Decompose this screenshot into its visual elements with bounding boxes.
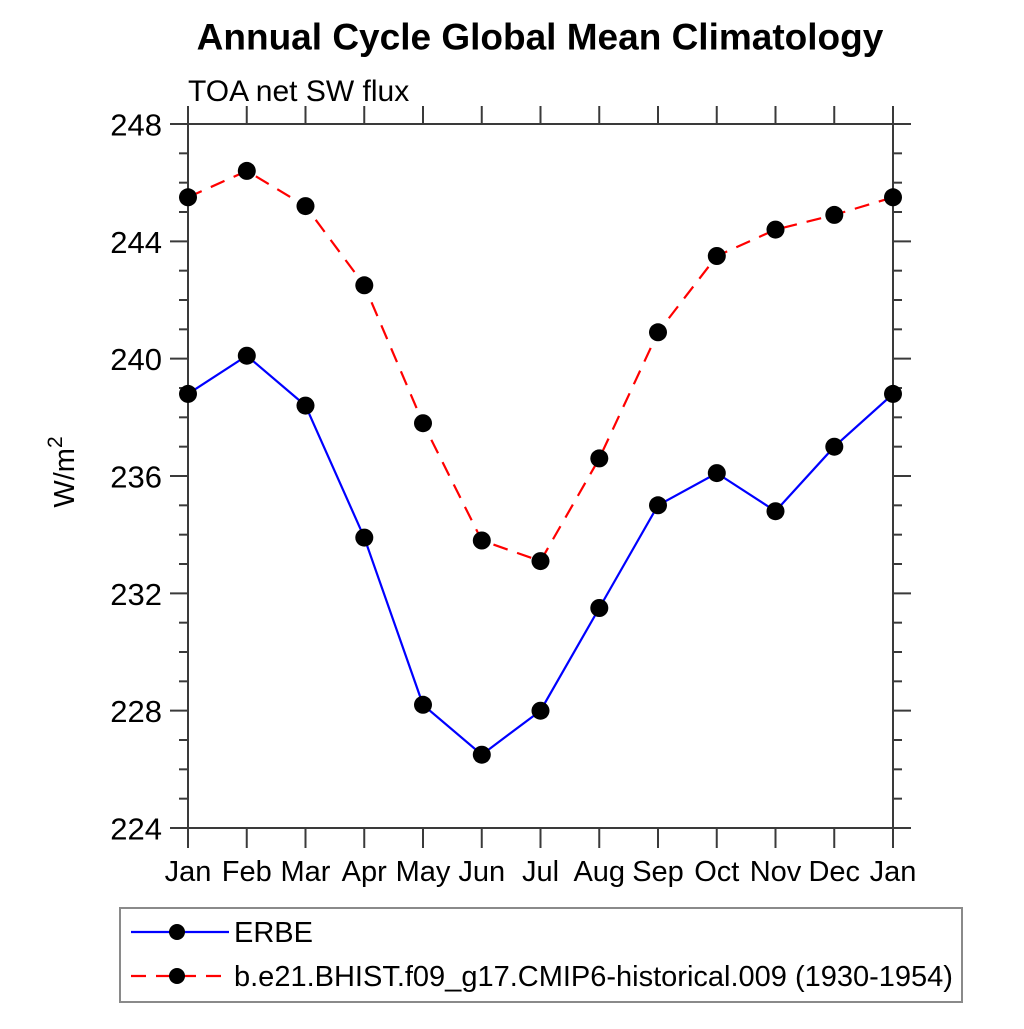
y-axis-label-superscript: 2 [44,436,67,448]
data-point-marker-1 [414,414,432,433]
chart-title: Annual Cycle Global Mean Climatology [197,17,884,58]
legend-sample-marker-model [169,968,185,984]
y-axis-label-base: W/m [49,448,81,508]
data-point-marker-1 [355,276,374,295]
legend-label-model: b.e21.BHIST.f09_g17.CMIP6-historical.009… [234,961,953,993]
legend-box [119,907,963,1003]
data-point-marker-1 [590,449,609,468]
y-tick-label: 236 [110,460,162,495]
x-tick-label: Nov [750,856,802,888]
x-tick-label: Jan [165,856,212,888]
series-line-1 [187,169,894,563]
plot-frame [187,123,894,829]
data-point-marker-1 [237,161,256,180]
y-tick-label: 228 [110,694,162,729]
y-tick-label: 232 [110,577,162,612]
data-point-marker-0 [472,745,491,764]
legend-sample-marker-erbe [169,924,185,940]
y-tick-label: 248 [110,108,162,143]
data-point-marker-1 [296,197,315,216]
x-tick-label: Apr [342,856,387,888]
x-tick-label: Jun [458,856,505,888]
x-tick-label: Feb [222,856,272,888]
data-point-marker-1 [825,205,844,224]
data-point-marker-0 [355,528,374,547]
data-point-marker-1 [766,220,785,239]
y-tick-label: 224 [110,812,162,847]
x-tick-label: Oct [694,856,739,888]
data-point-marker-1 [707,247,726,265]
data-point-marker-0 [707,464,726,483]
data-point-marker-1 [884,188,902,207]
data-point-marker-0 [296,396,315,415]
y-axis-label: W/m2 [44,436,81,507]
x-tick-label: Aug [573,856,625,888]
data-point-marker-0 [766,502,785,521]
series-layer [179,161,902,764]
legend: ERBE b.e21.BHIST.f09_g17.CMIP6-historica… [119,907,963,1003]
legend-label-erbe: ERBE [234,917,313,949]
data-point-marker-0 [531,701,550,720]
data-point-marker-1 [649,323,667,342]
x-tick-label: Mar [281,856,331,888]
data-point-marker-1 [472,531,491,550]
data-point-marker-1 [531,552,550,571]
data-point-marker-0 [825,437,844,456]
x-tick-label: May [396,856,451,888]
y-tick-label: 240 [110,342,162,377]
data-point-marker-0 [237,346,256,365]
data-point-marker-0 [414,695,432,714]
x-tick-label: Jan [870,856,917,888]
data-point-marker-0 [884,384,902,403]
data-point-marker-0 [590,599,609,617]
x-tick-label: Dec [808,856,860,888]
chart-subtitle: TOA net SW flux [188,75,409,108]
data-point-marker-0 [179,384,197,403]
axis-ticks-layer: Jan Feb Mar Apr May Jun Jul Aug Sep Oct Nov Dec Jan2… [110,106,916,888]
x-tick-label: Jul [522,856,559,888]
data-point-marker-1 [179,188,197,207]
y-tick-label: 244 [110,225,162,260]
data-point-marker-0 [649,496,667,515]
x-tick-label: Sep [632,856,684,888]
